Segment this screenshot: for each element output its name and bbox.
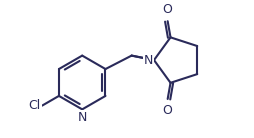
Text: N: N	[77, 111, 87, 124]
Text: O: O	[163, 3, 173, 16]
Text: O: O	[163, 104, 173, 117]
Text: Cl: Cl	[28, 99, 41, 112]
Text: N: N	[144, 54, 153, 67]
